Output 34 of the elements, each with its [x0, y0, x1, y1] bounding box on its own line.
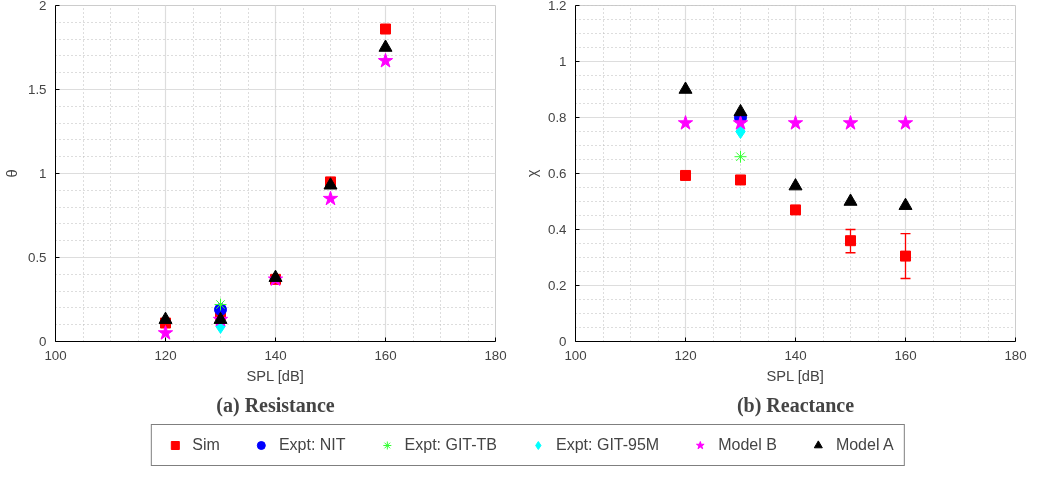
x-tick-label: 120	[154, 347, 177, 363]
x-tick-label: 140	[784, 347, 807, 363]
legend-label: Model A	[835, 436, 894, 454]
y-axis-title: θ	[3, 169, 20, 178]
legend-label: Expt: NIT	[278, 436, 346, 454]
x-tick-label: 100	[44, 347, 67, 363]
legend-label: Model B	[718, 436, 777, 454]
text: (b) Reactance	[736, 393, 855, 417]
y-tick-label: 0	[559, 334, 567, 349]
y-tick-label: 1.2	[547, 0, 567, 13]
x-tick-label: 160	[894, 347, 917, 363]
y-tick-label: 0.8	[547, 110, 567, 125]
y-tick-label: 0	[39, 334, 47, 349]
x-tick-label: 160	[374, 347, 397, 363]
legend-label: Expt: GIT-95M	[556, 436, 660, 454]
x-tick-label: 180	[484, 347, 507, 363]
y-tick-label: 1	[559, 54, 567, 69]
legend-label: Sim	[192, 436, 220, 454]
y-tick-label: 0.4	[547, 222, 568, 237]
x-axis-title: SPL [dB]	[246, 367, 304, 384]
y-tick-label: 2	[39, 0, 47, 13]
y-tick-label: 0.6	[547, 166, 567, 181]
text: (a) Resistance	[216, 393, 335, 417]
x-axis-title: SPL [dB]	[766, 367, 824, 384]
y-tick-label: 0.5	[27, 250, 47, 265]
x-tick-label: 100	[564, 347, 587, 363]
x-tick-label: 140	[264, 347, 287, 363]
x-tick-label: 180	[1004, 347, 1027, 363]
y-axis-title: χ	[523, 169, 540, 178]
y-tick-label: 1.5	[27, 82, 47, 97]
y-tick-label: 1	[39, 166, 47, 181]
x-tick-label: 120	[674, 347, 697, 363]
y-tick-label: 0.2	[547, 278, 567, 293]
legend-label: Expt: GIT-TB	[404, 436, 498, 454]
